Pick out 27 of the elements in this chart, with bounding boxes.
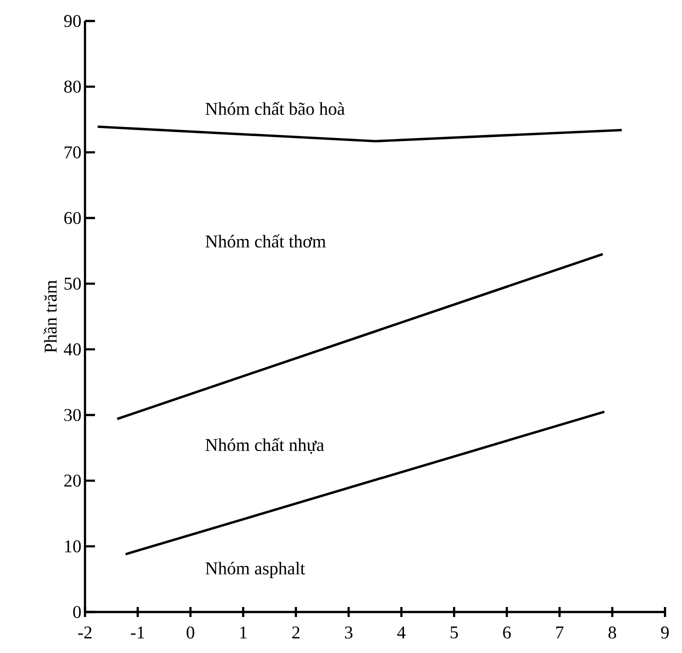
x-tick-label: -1: [130, 626, 144, 638]
x-tick-label: 2: [292, 626, 300, 638]
y-tick-label: 60: [64, 212, 81, 224]
y-tick-label: 50: [64, 278, 81, 290]
y-tick-label: 20: [64, 474, 81, 487]
y-tick-label: 80: [64, 80, 81, 93]
annotation: Nhóm chất nhựa: [206, 438, 324, 454]
y-axis-title: Phần trăm: [44, 280, 57, 353]
x-tick-label: 6: [503, 626, 511, 639]
x-tick-label: 5: [450, 626, 458, 638]
annotation: Nhóm chất bão hoà: [206, 102, 345, 115]
y-tick-label: 30: [64, 408, 81, 422]
x-tick-label: 0: [186, 626, 194, 639]
x-tick-label: 8: [608, 626, 616, 639]
y-tick-label: 40: [64, 343, 81, 356]
x-tick-label: 1: [240, 626, 247, 638]
x-tick-label: 3: [345, 626, 352, 639]
x-tick-label: 7: [556, 626, 564, 638]
y-tick-label: 10: [65, 540, 81, 552]
y-tick-label: 0: [73, 606, 81, 618]
x-tick-label: 4: [397, 626, 406, 638]
x-tick-label: -2: [78, 626, 92, 638]
y-tick-label: 90: [64, 14, 81, 28]
y-tick-label: 70: [64, 146, 81, 158]
x-tick-label: 9: [661, 626, 669, 639]
annotation: Nhóm asphalt: [206, 562, 306, 578]
annotation: Nhóm chất thơm: [206, 234, 326, 248]
